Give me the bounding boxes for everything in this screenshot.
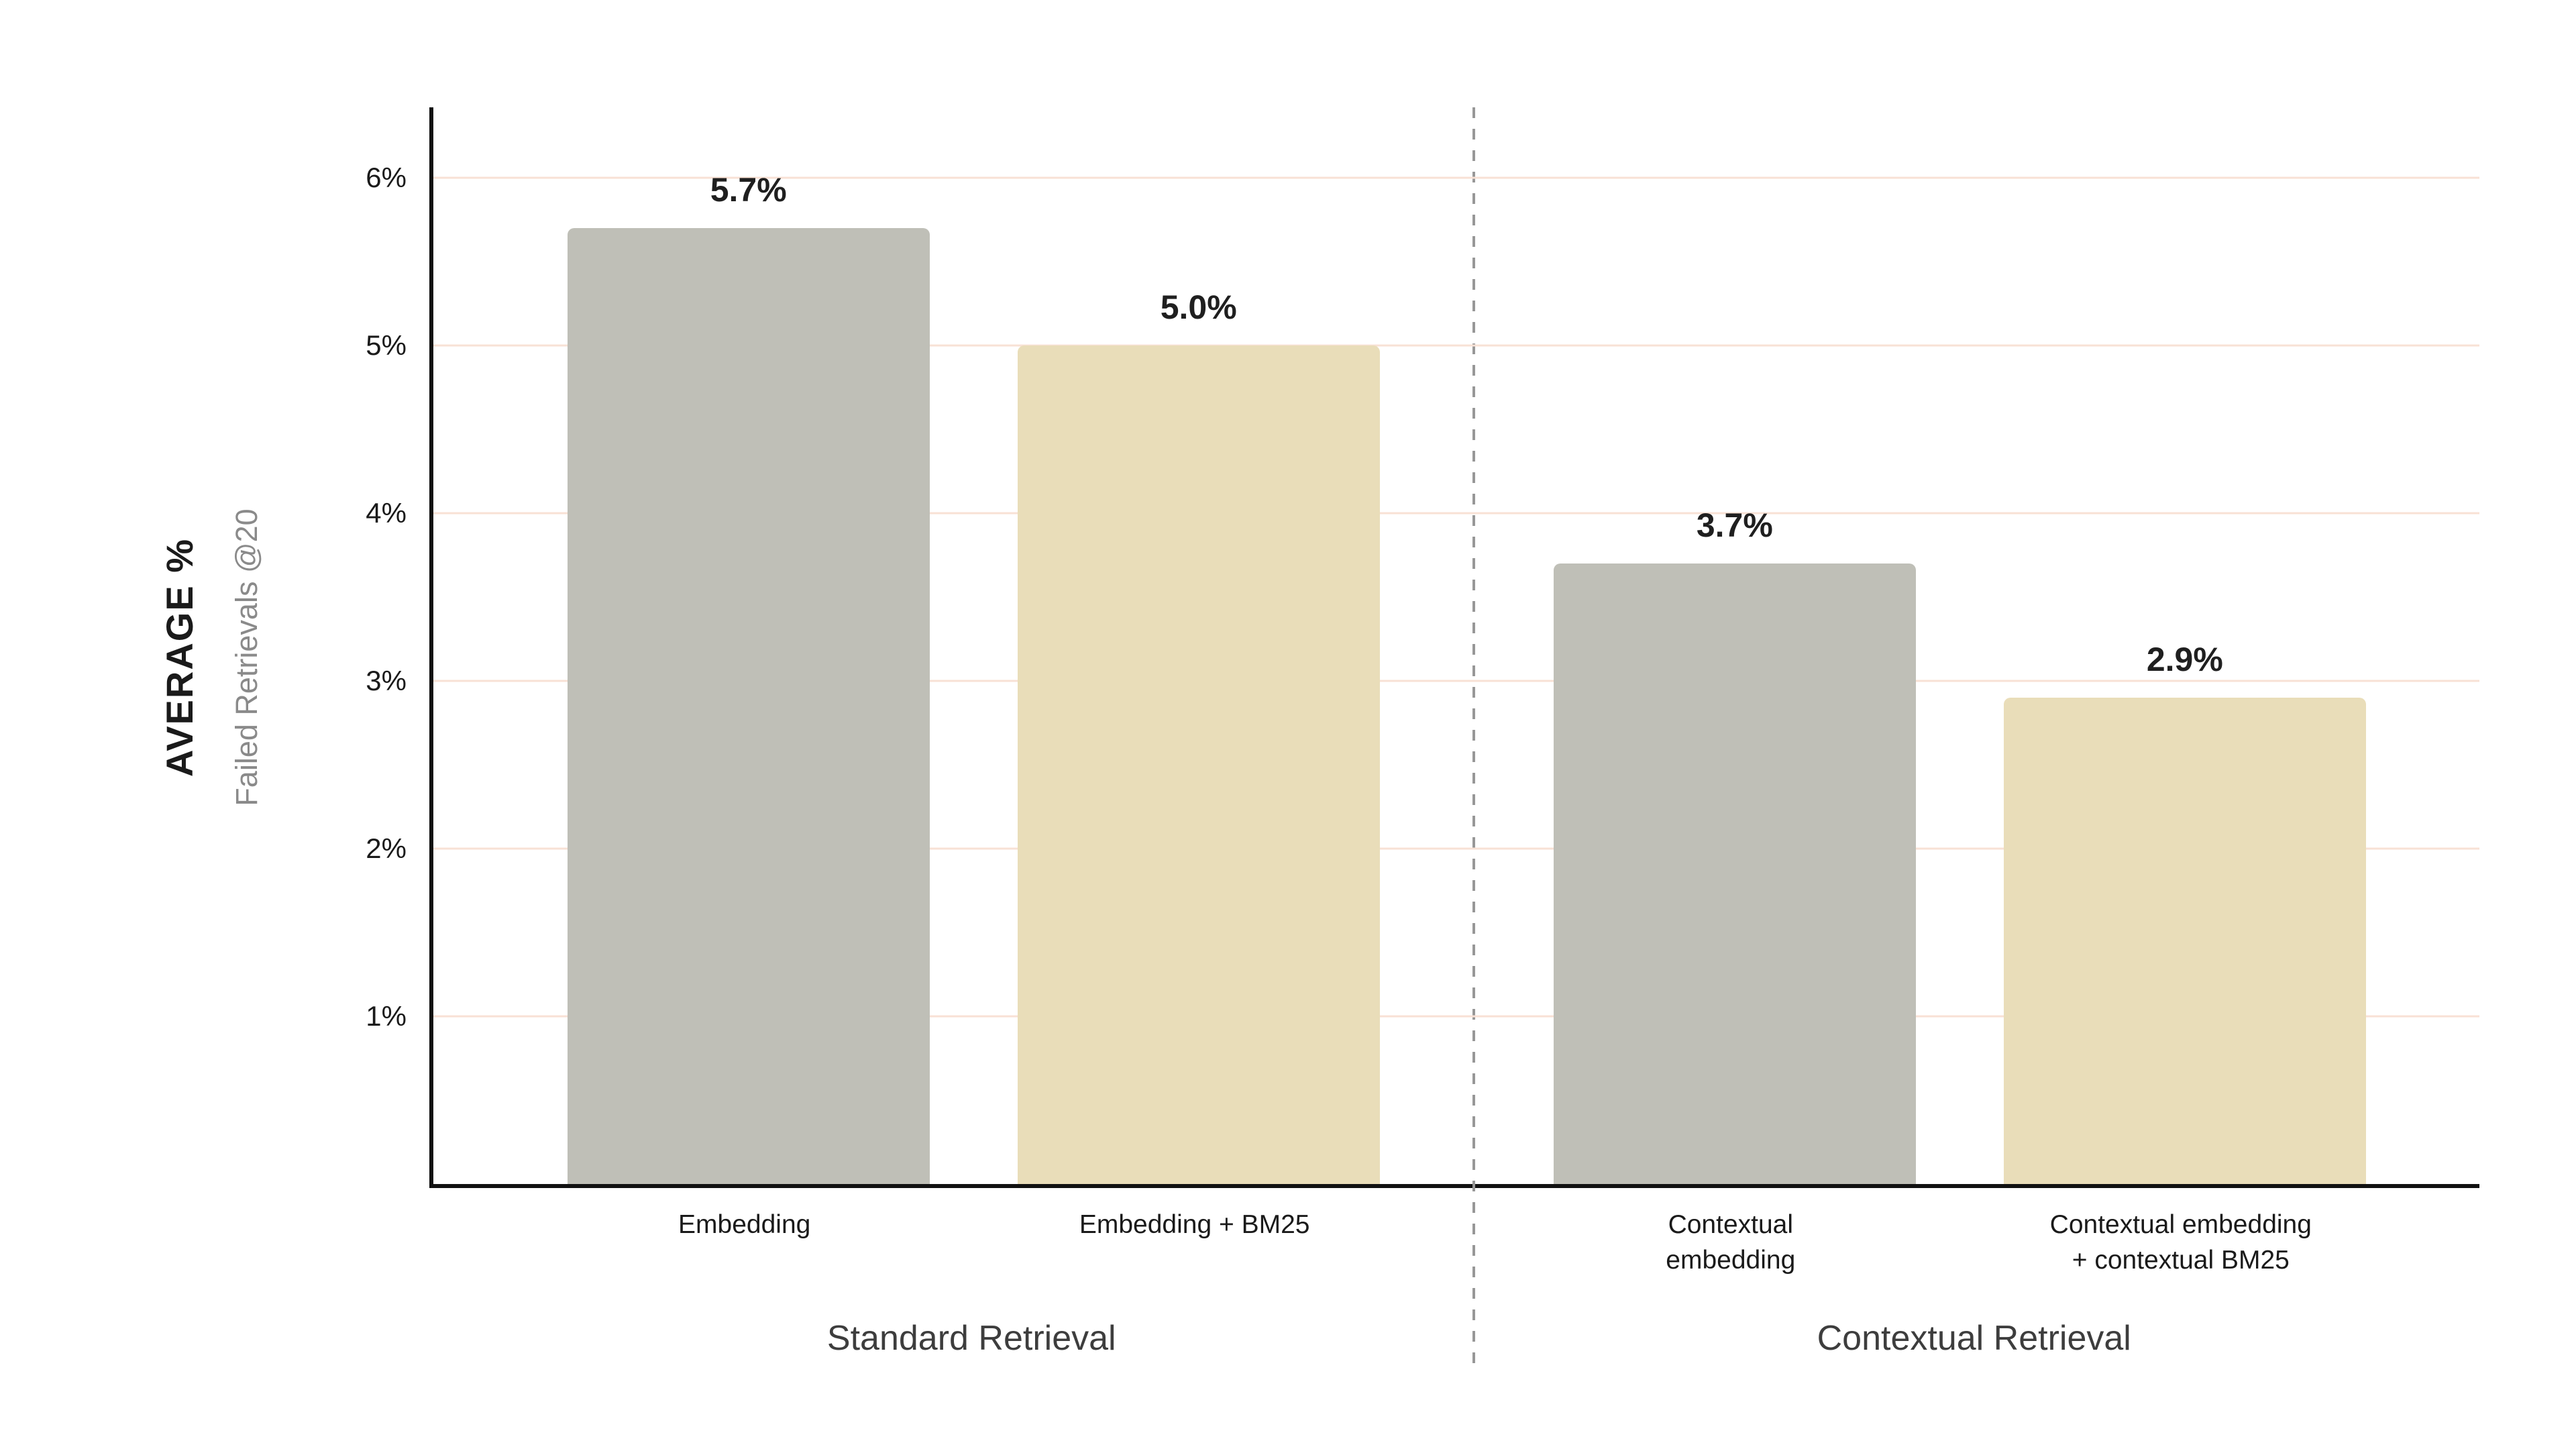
bar-value-label-1: 5.7% (710, 171, 787, 209)
bar-value-label-4: 2.9% (2146, 641, 2223, 678)
bar-3 (1553, 564, 1916, 1184)
group-divider-dashed-line (1472, 107, 1476, 1365)
gridline-5% (433, 344, 2479, 347)
group-label-standard-retrieval: Standard Retrieval (826, 1319, 1116, 1358)
plot-area: 1% 2% 3% 4% 5% 6% 5.7% 5.0% 3.7% 2.9% (366, 107, 2479, 1365)
y-axis-subtitle: Failed Retrievals @20 (229, 508, 264, 806)
bar-1 (567, 228, 930, 1184)
category-label-3: Contextual embedding (1666, 1210, 1796, 1275)
bar-4 (2003, 698, 2366, 1184)
category-label-1: Embedding (678, 1210, 811, 1239)
category-label-2: Embedding + BM25 (1079, 1210, 1310, 1239)
y-tick-label-4%: 4% (366, 497, 407, 529)
y-tick-label-1%: 1% (366, 1000, 407, 1032)
bar-2 (1017, 345, 1380, 1184)
gridline-3% (433, 680, 2479, 682)
y-tick-label-2%: 2% (366, 833, 407, 864)
gridline-4% (433, 512, 2479, 515)
group-label-contextual-retrieval: Contextual Retrieval (1817, 1319, 2131, 1358)
y-axis-title: AVERAGE % (158, 537, 201, 777)
category-label-4: Contextual embedding + contextual BM25 (2049, 1210, 2312, 1275)
gridline-2% (433, 847, 2479, 850)
y-tick-label-6%: 6% (366, 162, 407, 193)
x-axis-category-labels: Embedding Embedding + BM25 Contextual embe… (429, 1208, 2475, 1295)
bar-value-label-3: 3.7% (1696, 506, 1773, 544)
gridline-6% (433, 176, 2479, 179)
y-tick-label-3%: 3% (366, 665, 407, 696)
group-labels-row: Standard Retrieval Contextual Retrieval (429, 1318, 2475, 1372)
bar-value-label-2: 5.0% (1160, 288, 1237, 326)
y-tick-label-5%: 5% (366, 329, 407, 361)
gridline-1% (433, 1015, 2479, 1018)
